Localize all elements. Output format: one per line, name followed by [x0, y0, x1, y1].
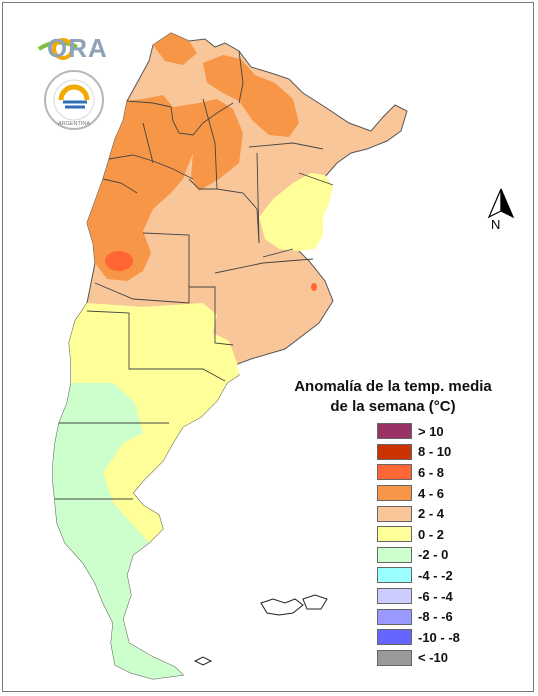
legend-label: 6 - 8	[418, 464, 445, 480]
legend-swatch	[377, 629, 412, 646]
legend: > 10 8 - 10 6 - 8 4 - 6 2 - 4 0 - 2 -2 -…	[377, 421, 497, 668]
zone-6-8-small	[311, 283, 317, 291]
legend-swatch	[377, 485, 412, 502]
legend-swatch	[377, 649, 412, 666]
legend-swatch	[377, 443, 412, 460]
legend-item: -6 - -4	[377, 586, 497, 607]
zone-4-6-top	[153, 33, 197, 65]
north-arrow-icon	[487, 188, 515, 219]
legend-swatch	[377, 464, 412, 481]
zone-0-2-east	[259, 173, 333, 251]
legend-swatch	[377, 588, 412, 605]
legend-swatch	[377, 526, 412, 543]
zone-4-6-nw	[87, 95, 193, 281]
legend-label: -2 - 0	[418, 547, 449, 563]
seal-text: ARGENTINA	[58, 121, 90, 127]
province-borders	[55, 50, 334, 500]
legend-label: -10 - -8	[418, 629, 460, 645]
legend-label: > 10	[418, 423, 444, 439]
legend-title-line1: Anomalía de la temp. media	[294, 378, 492, 395]
zone-minus2-0	[53, 383, 183, 679]
legend-title-line2: de la semana (°C)	[330, 398, 456, 415]
legend-swatch	[377, 505, 412, 522]
legend-swatch	[377, 567, 412, 584]
ora-logo-text: ORA	[47, 33, 108, 63]
legend-label: 2 - 4	[418, 506, 445, 522]
legend-item: 6 - 8	[377, 462, 497, 483]
north-label: N	[491, 217, 501, 232]
zone-4-6-ne	[203, 55, 299, 137]
legend-label: 8 - 10	[418, 444, 452, 460]
legend-label: < -10	[418, 650, 448, 666]
legend-item: 8 - 10	[377, 442, 497, 463]
legend-swatch	[377, 546, 412, 563]
legend-item: 4 - 6	[377, 483, 497, 504]
legend-title: Anomalía de la temp. media de la semana …	[293, 377, 493, 417]
smn-seal-logo: ARGENTINA	[44, 70, 104, 130]
legend-item: > 10	[377, 421, 497, 442]
legend-item: < -10	[377, 648, 497, 669]
zone-4-6-n	[173, 99, 243, 191]
legend-item: -2 - 0	[377, 545, 497, 566]
malvinas-islands	[260, 594, 328, 616]
legend-item: -8 - -6	[377, 606, 497, 627]
legend-label: 0 - 2	[418, 526, 445, 542]
legend-item: 2 - 4	[377, 503, 497, 524]
zone-6-8	[105, 251, 133, 271]
legend-swatch	[377, 608, 412, 625]
legend-label: -6 - -4	[418, 588, 453, 604]
islet	[193, 656, 213, 666]
legend-item: -10 - -8	[377, 627, 497, 648]
legend-label: -8 - -6	[418, 609, 453, 625]
legend-label: 4 - 6	[418, 485, 445, 501]
legend-item: -4 - -2	[377, 565, 497, 586]
legend-swatch	[377, 423, 412, 440]
ora-logo	[37, 38, 78, 60]
argentina-anomaly-map	[52, 32, 408, 680]
legend-label: -4 - -2	[418, 567, 453, 583]
legend-item: 0 - 2	[377, 524, 497, 545]
